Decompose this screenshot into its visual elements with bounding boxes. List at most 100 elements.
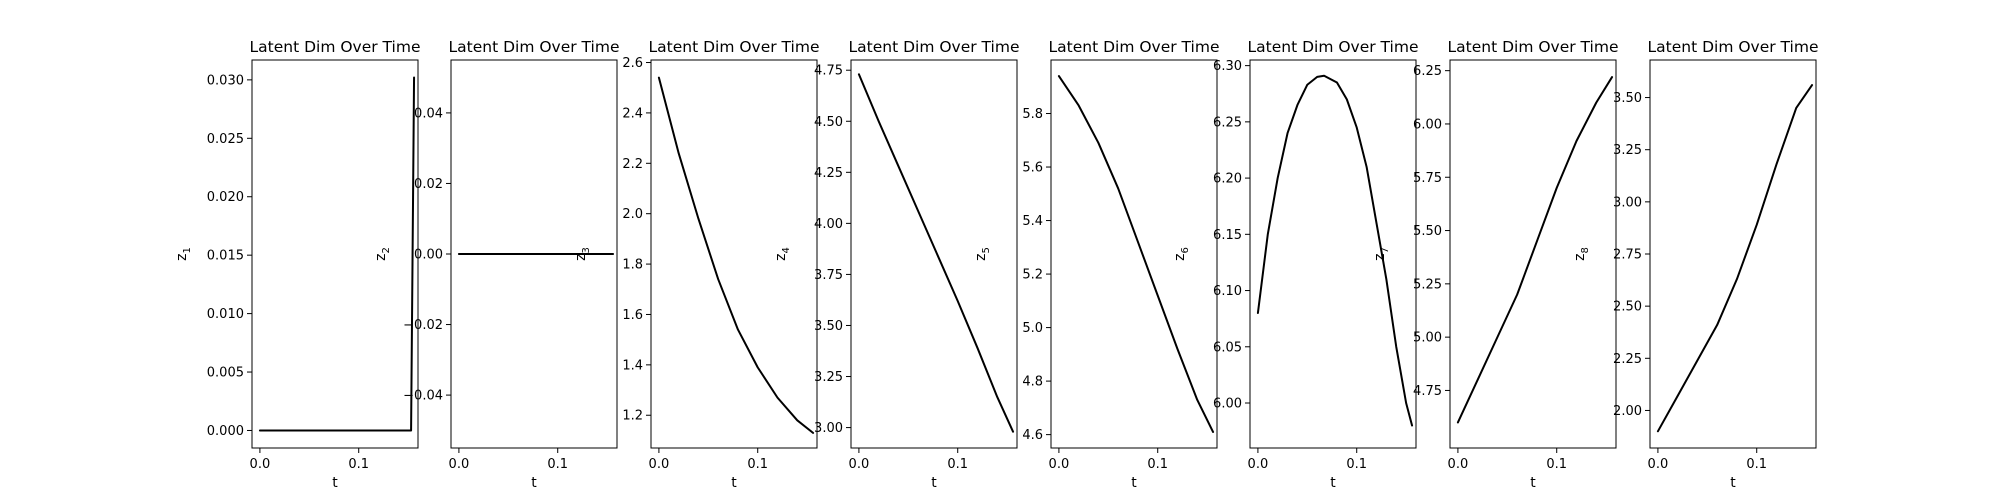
y-tick-label: 0.00 xyxy=(414,248,443,263)
y-axis-label: z3 xyxy=(573,247,592,261)
plot-frame xyxy=(450,59,618,449)
y-tick-label: 6.05 xyxy=(1213,340,1242,355)
subplot-7: Latent Dim Over Time 0.0 0.1 4.75 5.00 5.25 5.… xyxy=(1372,38,1618,491)
y-tick-label: 4.50 xyxy=(814,115,843,130)
plot-frame xyxy=(1449,59,1617,449)
y-tick-label: 3.25 xyxy=(814,370,843,385)
y-tick-label: 0.015 xyxy=(207,249,244,264)
x-tick-label: 0.0 xyxy=(1648,457,1669,472)
y-tick-label: 5.6 xyxy=(1022,161,1043,176)
series-line xyxy=(657,76,815,434)
x-axis-label: t xyxy=(1131,475,1137,491)
y-tick-label: 4.75 xyxy=(1413,384,1442,399)
plot-frame xyxy=(1249,59,1417,449)
y-tick-label: 0.02 xyxy=(414,177,443,192)
y-tick-label: 2.6 xyxy=(622,56,643,71)
y-axis-label-main: z xyxy=(573,254,589,261)
subplot-1: Latent Dim Over Time 0.0 0.1 0.000 0.005 0.01… xyxy=(174,38,420,491)
x-tick-label: 0.0 xyxy=(250,457,271,472)
y-tick-label: 2.0 xyxy=(622,207,643,222)
y-tick-label: 6.00 xyxy=(1213,397,1242,412)
x-tick-label: 0.0 xyxy=(1248,457,1269,472)
y-axis-label: z8 xyxy=(1572,247,1591,261)
subplot-title: Latent Dim Over Time xyxy=(649,38,820,56)
y-tick-label: 0.005 xyxy=(207,366,244,381)
x-axis-label: t xyxy=(931,475,937,491)
y-axis-label-main: z xyxy=(174,254,190,261)
y-tick-label: 5.50 xyxy=(1413,224,1442,239)
subplot-title: Latent Dim Over Time xyxy=(1448,38,1619,56)
y-tick-label: 4.75 xyxy=(814,64,843,79)
plot-frame xyxy=(1649,59,1817,449)
x-axis-label: t xyxy=(1530,475,1536,491)
x-tick-label: 0.1 xyxy=(1546,457,1567,472)
x-tick-label: 0.0 xyxy=(1448,457,1469,472)
series-line xyxy=(1057,75,1215,433)
y-tick-label: 4.6 xyxy=(1022,428,1043,443)
subplot-title: Latent Dim Over Time xyxy=(849,38,1020,56)
y-tick-label: 3.50 xyxy=(814,319,843,334)
y-tick-label: 1.2 xyxy=(622,409,643,424)
x-tick-label: 0.1 xyxy=(1147,457,1168,472)
y-tick-label: 4.8 xyxy=(1022,375,1043,390)
y-tick-label: 0.025 xyxy=(207,132,244,147)
subplot-title: Latent Dim Over Time xyxy=(1049,38,1220,56)
y-tick-label: 3.50 xyxy=(1613,91,1642,106)
subplot-2: Latent Dim Over Time 0.0 0.1 −0.04 −0.02 0.00… xyxy=(373,38,619,491)
subplot-5: Latent Dim Over Time 0.0 0.1 4.6 4.8 5.0 5.2 5.… xyxy=(973,38,1219,491)
y-axis-label-main: z xyxy=(1172,254,1188,261)
x-tick-label: 0.0 xyxy=(649,457,670,472)
y-tick-label: 0.000 xyxy=(207,424,244,439)
y-tick-label: 5.0 xyxy=(1022,321,1043,336)
x-tick-label: 0.1 xyxy=(348,457,369,472)
y-axis-label-subscript: 1 xyxy=(182,247,193,253)
y-tick-label: 3.00 xyxy=(814,421,843,436)
subplot-3: Latent Dim Over Time 0.0 0.1 1.2 1.4 1.6 1.8 2.… xyxy=(573,38,819,491)
y-axis-label: z6 xyxy=(1172,247,1191,261)
y-tick-label: 1.4 xyxy=(622,358,643,373)
x-axis-label: t xyxy=(731,475,737,491)
x-axis-label: t xyxy=(531,475,537,491)
y-tick-label: 2.4 xyxy=(622,106,643,121)
y-tick-label: 2.2 xyxy=(622,157,643,172)
y-tick-label: 1.8 xyxy=(622,258,643,273)
y-tick-label: 6.20 xyxy=(1213,172,1242,187)
y-axis-label-subscript: 5 xyxy=(981,247,992,253)
plot-frame xyxy=(1050,59,1218,449)
y-axis-label-subscript: 6 xyxy=(1180,247,1191,253)
x-tick-label: 0.1 xyxy=(547,457,568,472)
subplot-title: Latent Dim Over Time xyxy=(449,38,620,56)
x-axis-label: t xyxy=(332,475,338,491)
y-axis-label-main: z xyxy=(373,254,389,261)
y-axis-label-main: z xyxy=(1372,254,1388,261)
subplot-4: Latent Dim Over Time 0.0 0.1 3.00 3.25 3.50 3.… xyxy=(773,38,1019,491)
y-tick-label: 5.00 xyxy=(1413,331,1442,346)
y-tick-label: 0.030 xyxy=(207,73,244,88)
y-axis-label-main: z xyxy=(973,254,989,261)
y-tick-label: 2.75 xyxy=(1613,248,1642,263)
y-tick-label: 5.8 xyxy=(1022,107,1043,122)
y-tick-label: −0.02 xyxy=(403,318,443,333)
y-axis-label-subscript: 8 xyxy=(1580,247,1591,253)
x-tick-label: 0.1 xyxy=(747,457,768,472)
subplot-6: Latent Dim Over Time 0.0 0.1 6.00 6.05 6.10 6.… xyxy=(1172,38,1418,491)
y-tick-label: 4.00 xyxy=(814,217,843,232)
x-tick-label: 0.1 xyxy=(947,457,968,472)
y-tick-label: 2.00 xyxy=(1613,404,1642,419)
x-tick-label: 0.0 xyxy=(849,457,870,472)
y-tick-label: 5.4 xyxy=(1022,214,1043,229)
y-tick-label: 6.25 xyxy=(1213,115,1242,130)
y-axis-label-subscript: 2 xyxy=(381,247,392,253)
y-tick-label: 1.6 xyxy=(622,308,643,323)
y-tick-label: 4.25 xyxy=(814,166,843,181)
x-tick-label: 0.0 xyxy=(449,457,470,472)
y-axis-label: z1 xyxy=(174,247,193,261)
y-axis-label: z4 xyxy=(773,247,792,261)
y-axis-label-subscript: 3 xyxy=(581,247,592,253)
series-line xyxy=(857,73,1015,433)
y-tick-label: 3.25 xyxy=(1613,143,1642,158)
subplot-title: Latent Dim Over Time xyxy=(1248,38,1419,56)
series-line xyxy=(1456,76,1614,424)
y-tick-label: 0.04 xyxy=(414,106,443,121)
